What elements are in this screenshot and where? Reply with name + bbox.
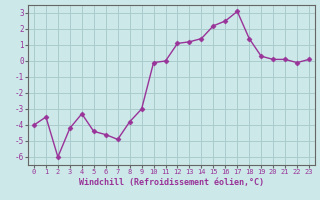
X-axis label: Windchill (Refroidissement éolien,°C): Windchill (Refroidissement éolien,°C) bbox=[79, 178, 264, 187]
